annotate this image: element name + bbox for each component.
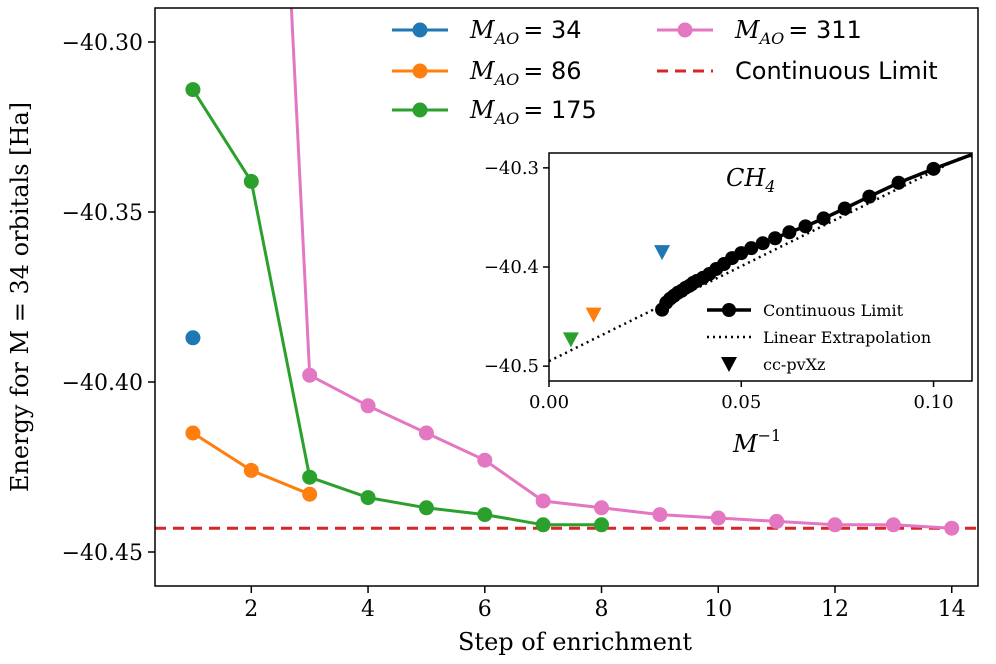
series-line-m-ao-175 <box>191 88 602 527</box>
legend-marker-m-ao-86 <box>412 63 428 79</box>
inset-title-main: CH <box>726 164 766 192</box>
inset-points <box>562 153 972 348</box>
point-m-ao-311-4 <box>477 452 493 468</box>
y-tick-label-0: −40.30 <box>62 31 143 56</box>
point-m-ao-311-11 <box>885 517 901 533</box>
y-axis-title: Energy for M = 34 orbitals [Ha] <box>6 102 34 492</box>
point-m-ao-311-5 <box>535 493 551 509</box>
legend-marker-m-ao-311 <box>677 22 693 38</box>
point-m-ao-175-2 <box>302 469 318 485</box>
inset-x-axis-title: M−1 <box>732 426 781 458</box>
inset-y-tick-label-2: −40.5 <box>484 356 539 377</box>
inset-xlabel-main: M <box>732 430 759 458</box>
point-m-ao-34-0 <box>185 330 201 346</box>
point-m-ao-175-4 <box>418 500 434 516</box>
inset-axis-ticks: 0.00 0.05 0.10 −40.3 −40.4 −40.5 <box>484 158 954 413</box>
point-m-ao-311-12 <box>944 520 960 536</box>
x-tick-label-10: 10 <box>704 597 732 622</box>
x-tick-label-14: 14 <box>938 597 966 622</box>
point-m-ao-311-6 <box>594 500 610 516</box>
inset-axes-frame <box>548 152 973 382</box>
inset-y-tick-label-0: −40.3 <box>484 158 539 179</box>
cc-pvxz-marker-0 <box>654 245 671 261</box>
legend-label-m-ao-311: MAO = 311 <box>734 16 862 48</box>
inset-point-20 <box>798 219 813 234</box>
point-m-ao-86-0 <box>185 425 201 441</box>
inset-point-17 <box>755 236 770 251</box>
x-tick-label-4: 4 <box>361 597 375 622</box>
legend-label-m-ao-86: MAO = 86 <box>469 57 582 89</box>
y-tick-label-1: −40.35 <box>62 201 143 226</box>
inset-legend-marker-continuous-limit <box>722 303 736 317</box>
legend-marker-m-ao-34 <box>412 22 428 38</box>
legend-label-m-ao-175: MAO = 175 <box>469 96 597 128</box>
point-m-ao-86-1 <box>243 462 259 478</box>
x-tick-label-8: 8 <box>595 597 609 622</box>
inset-x-tick-label-2: 0.10 <box>914 392 954 413</box>
x-axis-title: Step of enrichment <box>458 628 692 656</box>
x-tick-label-12: 12 <box>821 597 849 622</box>
inset-point-24 <box>891 175 906 190</box>
inset-legend-label-cc-pvxz: cc-pvXz <box>763 355 825 374</box>
inset-x-tick-label-0: 0.00 <box>529 392 569 413</box>
point-m-ao-311-3 <box>418 425 434 441</box>
point-m-ao-311-1 <box>302 367 318 383</box>
inset-point-22 <box>837 201 852 216</box>
main-axis-ticks: 2 4 6 8 10 12 14 −40.30 −40.35 −40.40 −40.45 <box>62 31 966 622</box>
cc-pvxz-marker-2 <box>562 332 579 348</box>
point-m-ao-175-6 <box>535 517 551 533</box>
cc-pvxz-marker-1 <box>585 307 602 323</box>
main-series-points <box>185 82 960 536</box>
legend-label-m-ao-34: MAO = 34 <box>469 16 582 48</box>
main-plot: 2 4 6 8 10 12 14 −40.30 −40.35 −40.40 −40.45 <box>62 7 979 622</box>
legend-marker-m-ao-175 <box>412 102 428 118</box>
inset-title-subscript: 4 <box>764 177 775 196</box>
inset-xlabel-superscript: −1 <box>758 426 782 445</box>
inset-legend: Continuous Limit Linear Extrapolation cc-p… <box>707 301 931 374</box>
inset-legend-label-continuous-limit: Continuous Limit <box>763 301 904 320</box>
y-tick-label-3: −40.45 <box>62 541 143 566</box>
inset-background <box>549 153 972 381</box>
legend-label-continuous-limit: Continuous Limit <box>735 57 938 85</box>
point-m-ao-175-3 <box>360 490 376 506</box>
y-tick-label-2: −40.40 <box>62 371 143 396</box>
point-m-ao-175-5 <box>477 507 493 523</box>
main-axes-frame <box>154 7 979 587</box>
point-m-ao-86-2 <box>302 486 318 502</box>
point-m-ao-311-10 <box>827 517 843 533</box>
inset-point-16 <box>744 241 759 256</box>
inset-point-18 <box>768 231 783 246</box>
x-tick-label-6: 6 <box>478 597 492 622</box>
inset-plot: 0.00 0.05 0.10 −40.3 −40.4 −40.5 Continuous L… <box>484 152 973 458</box>
inset-legend-marker-cc-pvxz <box>721 357 737 372</box>
inset-point-19 <box>782 225 797 240</box>
inset-legend-label-linear-extrapolation: Linear Extrapolation <box>763 328 931 347</box>
main-legend: MAO = 34 MAO = 86 MAO = 175 MAO = 311 Continuous… <box>392 16 938 128</box>
inset-title: CH4 <box>726 164 775 196</box>
inset-x-tick-label-1: 0.05 <box>721 392 761 413</box>
inset-point-21 <box>816 211 831 226</box>
inset-y-tick-label-1: −40.4 <box>484 257 539 278</box>
point-m-ao-311-7 <box>652 507 668 523</box>
point-m-ao-311-2 <box>360 398 376 414</box>
point-m-ao-311-8 <box>710 510 726 526</box>
point-m-ao-175-0 <box>185 82 201 98</box>
x-tick-label-2: 2 <box>244 597 258 622</box>
linear-extrapolation-line <box>549 156 962 363</box>
inset-point-23 <box>862 189 877 204</box>
point-m-ao-175-1 <box>243 173 259 189</box>
point-m-ao-311-9 <box>769 513 785 529</box>
inset-point-25 <box>926 161 941 176</box>
point-m-ao-175-7 <box>594 517 610 533</box>
